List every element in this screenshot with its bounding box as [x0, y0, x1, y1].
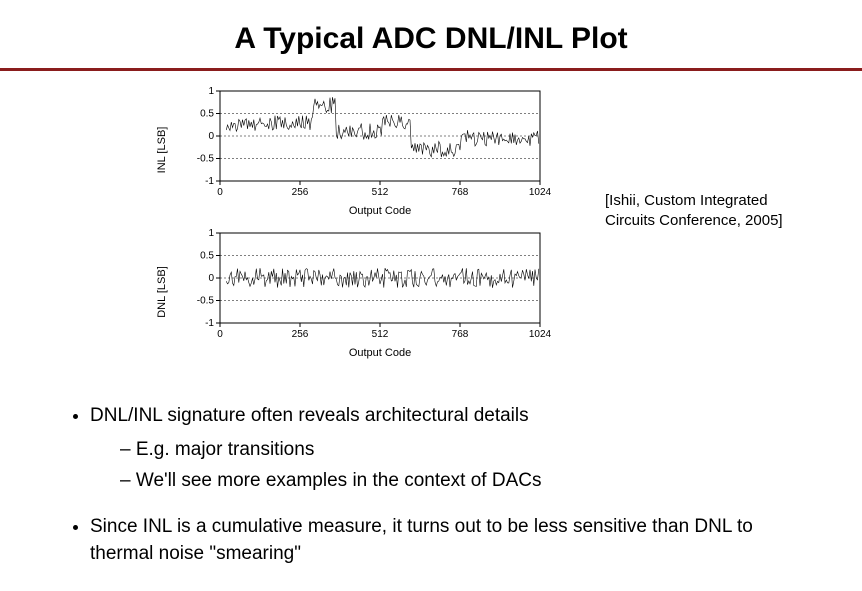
inl-chart: -1 -0.5 0 0.5 1 0 256 512 768 1024	[180, 83, 560, 203]
bullet-text: DNL/INL signature often reveals architec…	[90, 405, 529, 426]
svg-text:1: 1	[208, 86, 214, 97]
inl-xlabel: Output Code	[180, 205, 580, 217]
svg-text:-0.5: -0.5	[197, 296, 215, 307]
bullet-list: DNL/INL signature often reveals architec…	[60, 402, 802, 586]
bullet-item: Since INL is a cumulative measure, it tu…	[90, 513, 802, 568]
svg-text:512: 512	[372, 187, 389, 198]
svg-text:1024: 1024	[529, 187, 552, 198]
sub-bullet-item: We'll see more examples in the context o…	[120, 467, 802, 495]
charts-wrapper: INL [LSB] -1-0.500.5102565127681024 Outp…	[180, 83, 580, 367]
svg-text:-0.5: -0.5	[197, 154, 215, 165]
svg-text:-1: -1	[205, 318, 214, 329]
bullet-item: DNL/INL signature often reveals architec…	[90, 402, 802, 495]
svg-text:256: 256	[292, 187, 309, 198]
dnl-chart-block: DNL [LSB] -1-0.500.5102565127681024 Outp…	[180, 225, 580, 359]
bullet-text: Since INL is a cumulative measure, it tu…	[90, 516, 753, 565]
svg-text:1024: 1024	[529, 329, 552, 340]
svg-text:0.5: 0.5	[200, 109, 214, 120]
figure-area: INL [LSB] -1 -0.5 0 0.5 1 0 256 512 768 1024 Outp…	[0, 83, 862, 363]
svg-text:0: 0	[217, 329, 223, 340]
citation-text: [Ishii, Custom Integrated Circuits Confe…	[605, 191, 805, 232]
dnl-xlabel: Output Code	[180, 347, 580, 359]
sub-bullet-item: E.g. major transitions	[120, 436, 802, 464]
svg-text:768: 768	[452, 187, 469, 198]
dnl-chart: -1 -0.5 0 0.5 1 0 256 512 768 1024	[180, 225, 560, 345]
svg-text:-1: -1	[205, 176, 214, 187]
svg-text:0: 0	[208, 131, 214, 142]
horizontal-rule	[0, 68, 862, 71]
svg-text:0: 0	[208, 273, 214, 284]
slide-title: A Typical ADC DNL/INL Plot	[0, 0, 862, 68]
inl-chart-block: INL [LSB] -1-0.500.5102565127681024 Outp…	[180, 83, 580, 217]
svg-text:0: 0	[217, 187, 223, 198]
inl-ylabel: INL [LSB]	[156, 127, 168, 174]
svg-text:512: 512	[372, 329, 389, 340]
svg-text:256: 256	[292, 329, 309, 340]
svg-text:768: 768	[452, 329, 469, 340]
svg-text:0.5: 0.5	[200, 251, 214, 262]
svg-text:1: 1	[208, 228, 214, 239]
dnl-ylabel: DNL [LSB]	[156, 266, 168, 318]
